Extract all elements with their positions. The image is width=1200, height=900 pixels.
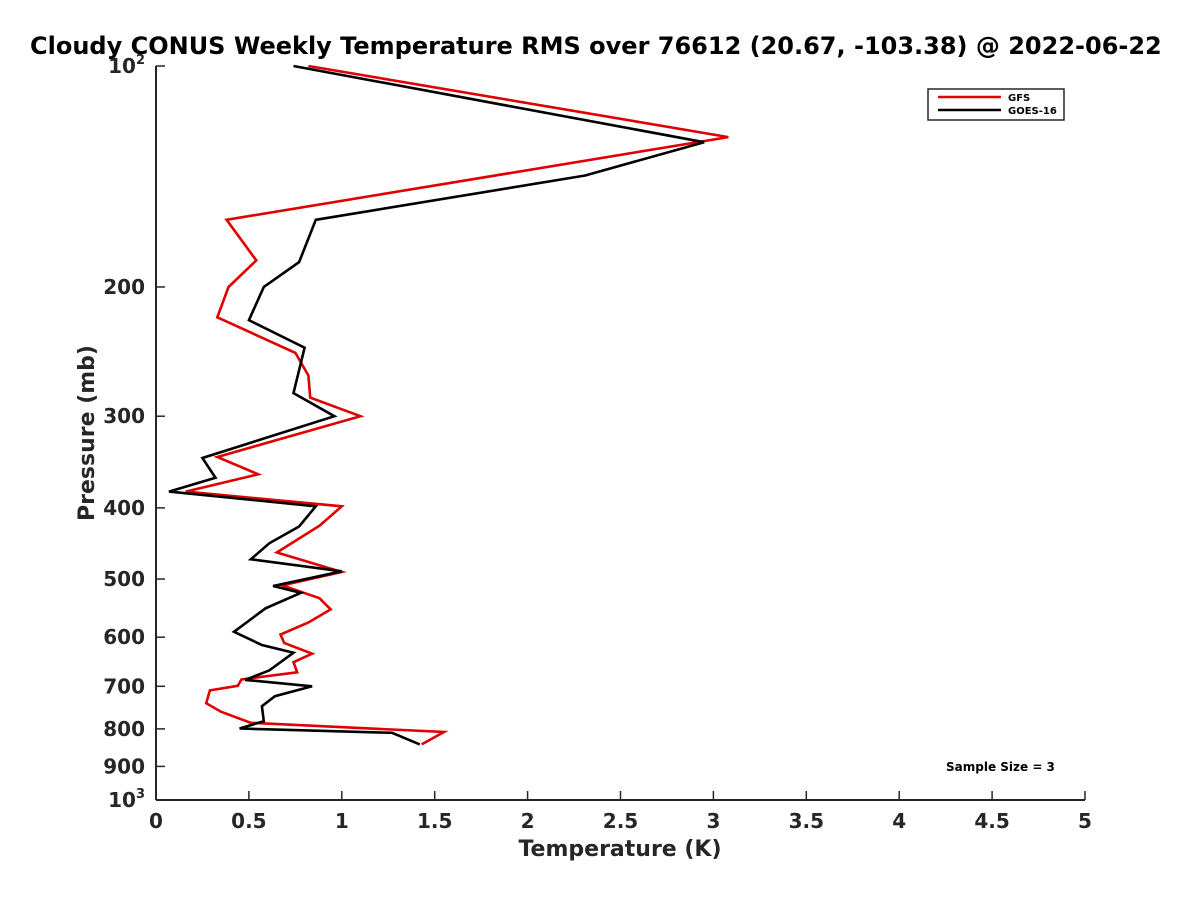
legend-label: GOES-16 [1008, 106, 1057, 117]
y-axis-ticks: 102 200 300 400 500 600 700 800 900 103 [103, 53, 165, 812]
x-tick-label: 2.5 [603, 809, 638, 833]
legend-label: GFS [1008, 93, 1030, 104]
y-tick-label: 300 [103, 404, 145, 428]
series-layer [168, 64, 729, 746]
legend: GFS GOES-16 [927, 88, 1065, 121]
x-axis-ticks: 0 0.5 1 1.5 2 2.5 3 3.5 4 4.5 5 [149, 791, 1092, 833]
legend-box [927, 88, 1065, 121]
series-line-gfs [185, 64, 729, 746]
y-tick-label: 700 [103, 674, 145, 698]
chart-title: Cloudy CONUS Weekly Temperature RMS over… [30, 32, 1162, 60]
x-tick-label: 4 [892, 809, 906, 833]
y-tick-label: 400 [103, 496, 145, 520]
sample-size-annotation: Sample Size = 3 [946, 760, 1055, 774]
x-axis-label: Temperature (K) [518, 837, 721, 862]
y-tick-label: 500 [103, 567, 145, 591]
y-tick-label: 200 [103, 275, 145, 299]
x-tick-label: 0 [149, 809, 163, 833]
y-tick-label: 800 [103, 717, 145, 741]
x-tick-label: 4.5 [974, 809, 1009, 833]
x-tick-label: 3 [706, 809, 720, 833]
y-tick-label: 900 [103, 754, 145, 778]
x-tick-label: 3.5 [789, 809, 824, 833]
x-tick-label: 0.5 [231, 809, 266, 833]
y-tick-label: 600 [103, 625, 145, 649]
y-axis-label: Pressure (mb) [75, 345, 100, 521]
y-tick-label: 103 [108, 787, 145, 812]
x-tick-label: 1.5 [417, 809, 452, 833]
x-tick-label: 2 [521, 809, 535, 833]
series-line-goes-16 [168, 64, 705, 746]
y-tick-label: 102 [108, 53, 145, 78]
x-tick-label: 1 [335, 809, 349, 833]
x-tick-label: 5 [1078, 809, 1092, 833]
